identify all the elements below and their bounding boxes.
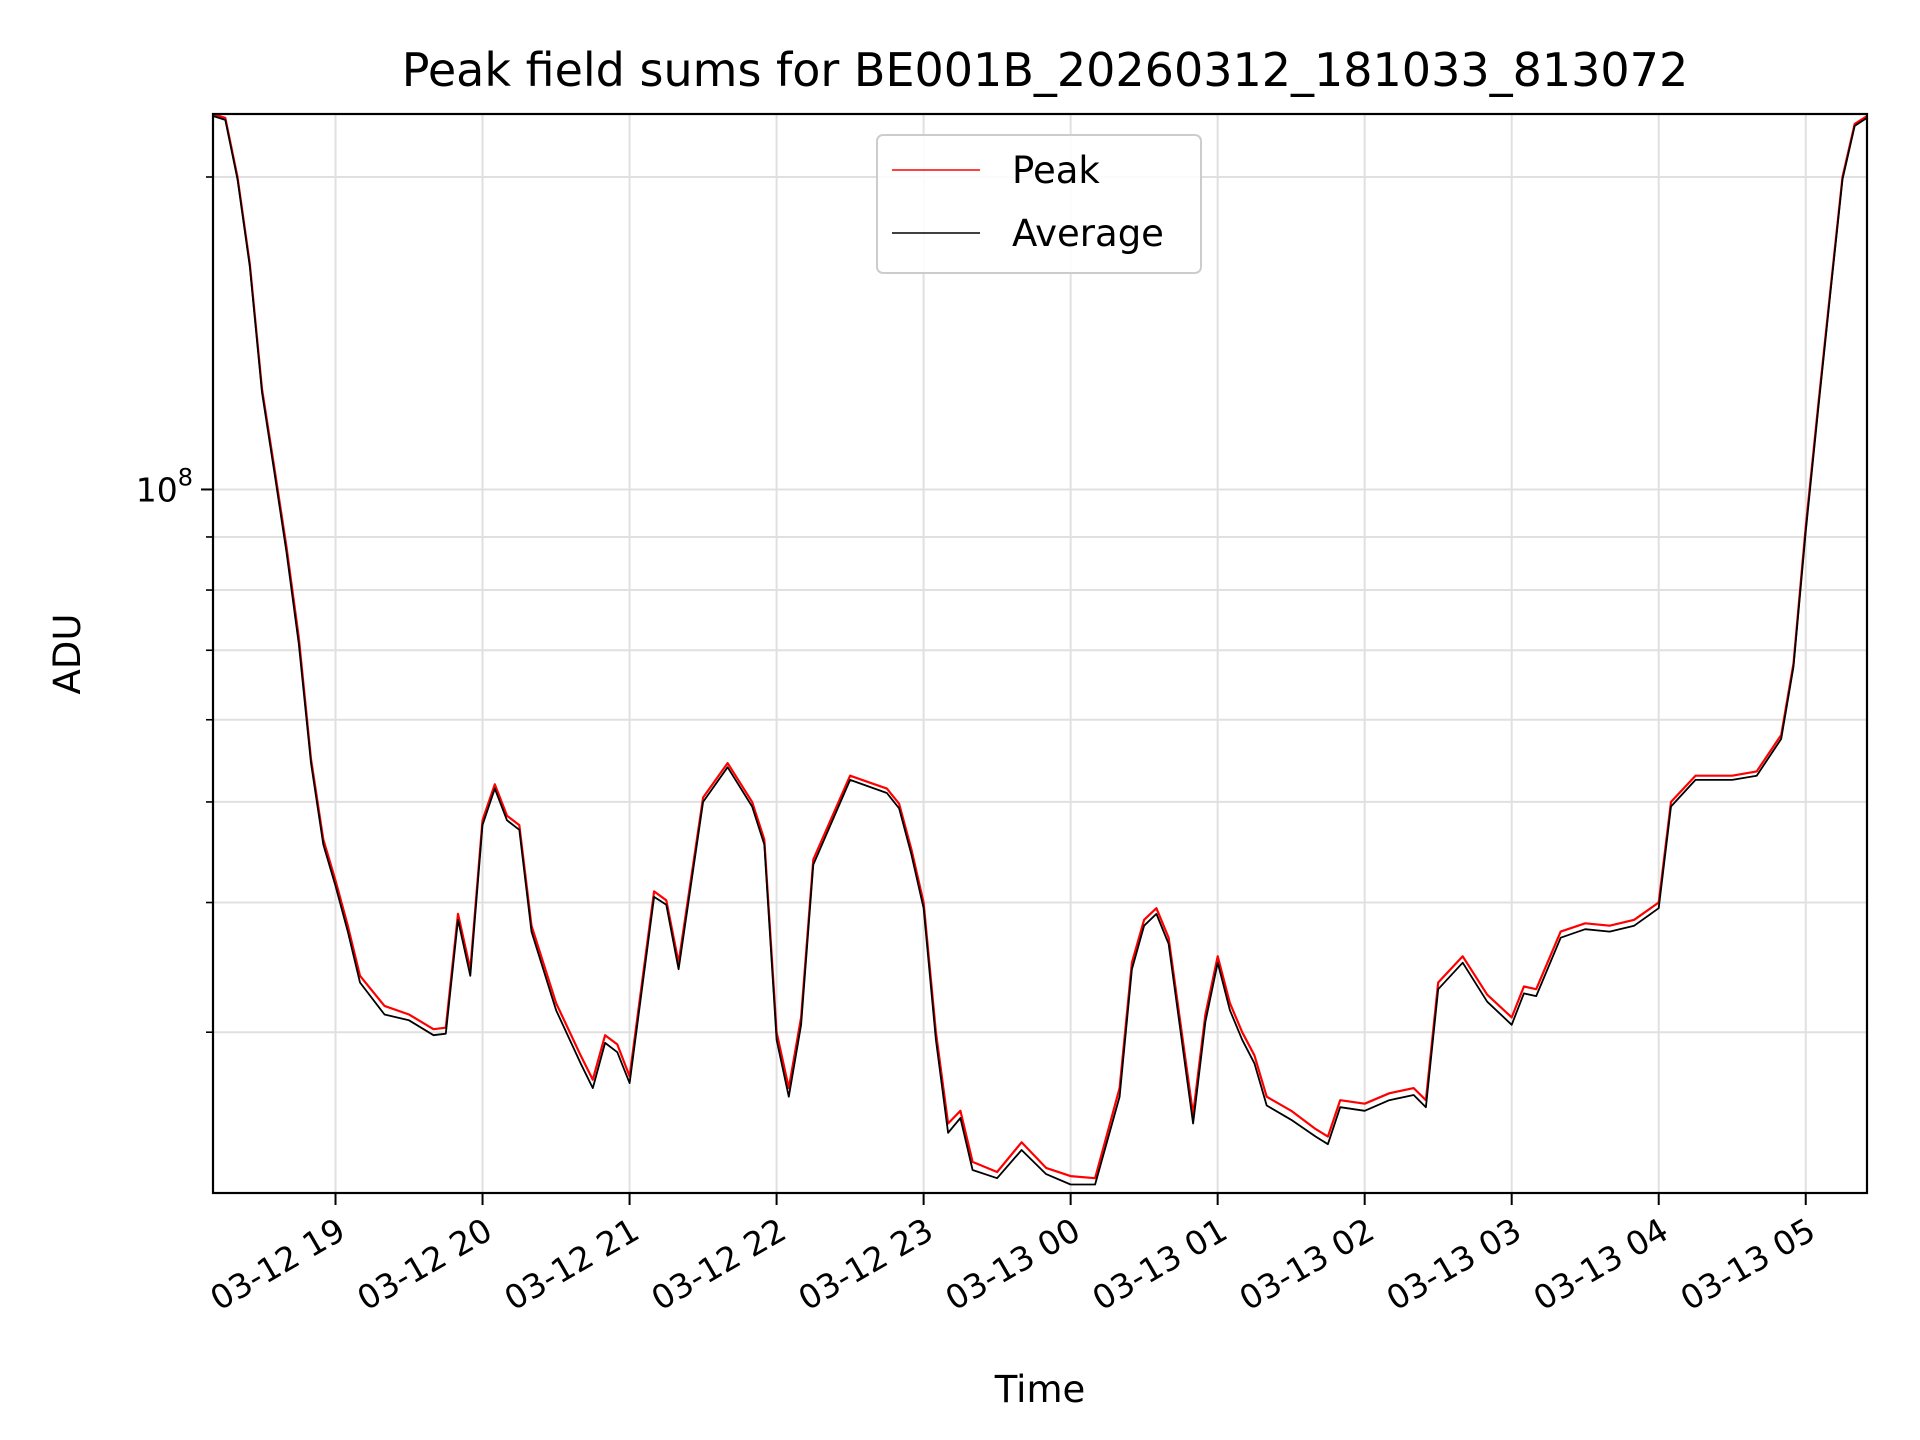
x-axis-label: Time [994, 1368, 1086, 1411]
legend-label-average: Average [1012, 212, 1164, 255]
legend-label-peak: Peak [1012, 149, 1100, 192]
y-tick-label: 108 [136, 463, 193, 509]
plot-area-frame [211, 112, 1869, 1195]
chart-title: Peak field sums for BE001B_20260312_1810… [402, 43, 1688, 97]
series-line-average [212, 115, 1868, 1186]
legend: Peak Average [876, 134, 1202, 274]
series-layer [212, 112, 1868, 1186]
y-axis-label: ADU [46, 614, 89, 695]
